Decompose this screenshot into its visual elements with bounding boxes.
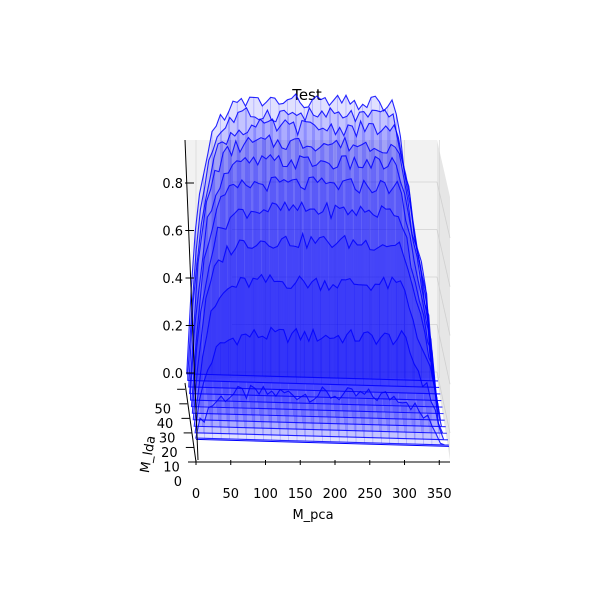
surface-row <box>192 231 446 428</box>
z-gridline-side <box>436 371 451 434</box>
x-tick-label: 300 <box>392 487 417 502</box>
z-axis-line <box>184 139 199 461</box>
z-tick-label: 0.2 <box>162 320 183 335</box>
x-tick-label: 250 <box>357 487 382 502</box>
z-tick-label: 0.0 <box>162 367 183 382</box>
side-pane-right <box>437 140 450 460</box>
y-tick-label: 10 <box>163 460 180 475</box>
y-tick-label: 20 <box>161 446 178 461</box>
surface-row <box>189 153 443 408</box>
y-tick-label: 40 <box>157 417 174 432</box>
surface-front-edge <box>195 438 450 447</box>
y-tick-label: 50 <box>155 402 172 417</box>
surface-row <box>189 134 442 402</box>
surface-row <box>195 384 449 446</box>
y-axis-label: M_lda <box>138 435 159 475</box>
y-tick-label: 30 <box>159 431 176 446</box>
axes: 0.00.20.40.60.80 50 100 150 200 250 300 3500102… <box>155 139 452 502</box>
back-pane <box>232 140 437 378</box>
x-tick-label: 50 <box>222 487 239 502</box>
y-tick-label: 0 <box>174 475 182 490</box>
x-tick-label: 150 <box>288 487 313 502</box>
z-tick-label: 0.6 <box>162 225 183 240</box>
surface-row <box>194 326 448 441</box>
surface-row <box>187 106 440 388</box>
x-tick-label: 0 <box>192 487 200 502</box>
surface-row <box>193 273 447 434</box>
z-tick-label: 0.8 <box>162 177 183 192</box>
y-axis-line <box>184 382 197 463</box>
x-tick-label: 350 <box>427 487 452 502</box>
surface-row <box>191 200 445 421</box>
surface-row <box>190 176 444 415</box>
x-tick-label: 100 <box>253 487 278 502</box>
x-tick-label: 200 <box>323 487 348 502</box>
axis-panes <box>185 140 450 460</box>
surface-row <box>186 93 439 382</box>
z-tick-label: 0.4 <box>162 272 183 287</box>
surface <box>186 93 450 447</box>
x-axis-label: M_pca <box>292 508 333 523</box>
